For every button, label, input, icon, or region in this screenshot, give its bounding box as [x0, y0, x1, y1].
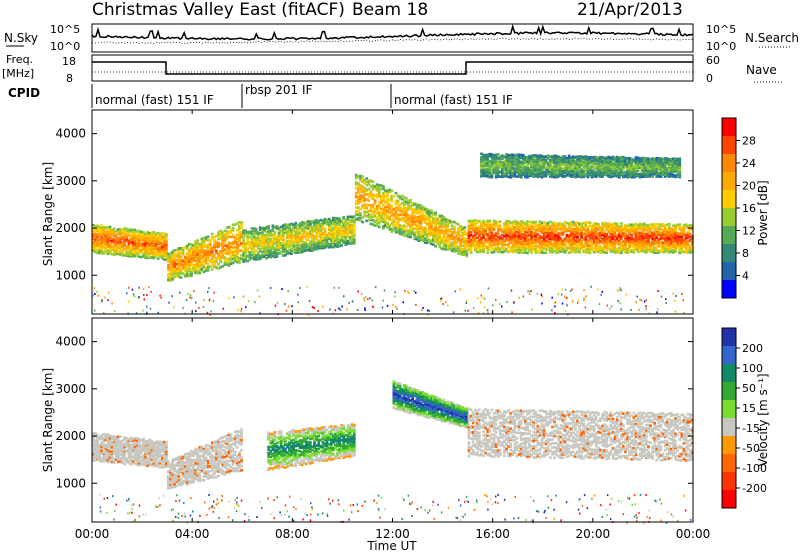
range-tick-label: 1000 [55, 476, 86, 490]
colorbar-swatch [722, 118, 736, 137]
time-tick-label: 16:00 [475, 527, 510, 541]
nsky-tick-top: 10^5 [50, 23, 80, 36]
nsearch-tick-bottom: 10^0 [706, 40, 736, 53]
time-axis-label: Time UT [366, 539, 417, 553]
velocity-colorbar: 200 100 50 15 -15 -50 -100 -200 [721, 327, 767, 509]
power-data [92, 152, 694, 316]
freq-tick-top: 18 [62, 55, 76, 68]
time-tick-label: 12:00 [375, 527, 410, 541]
colorbar-swatch [722, 436, 736, 455]
nsky-label: N.Sky [4, 31, 38, 45]
colorbar-swatch [722, 190, 736, 209]
colorbar-swatch [722, 154, 736, 173]
colorbar-tick-label: 28 [742, 135, 756, 148]
station-title: Christmas Valley East (fitACF) [92, 0, 345, 20]
colorbar-swatch [722, 346, 736, 365]
colorbar-swatch [722, 454, 736, 473]
colorbar-tick-label: 50 [742, 382, 756, 395]
freq-label: Freq. [6, 53, 33, 66]
nsearch-trace [91, 37, 694, 44]
cpid-segment-1: normal (fast) 151 IF [95, 93, 214, 107]
colorbar-tick-label: 200 [742, 342, 763, 355]
nsky-panel: N.Sky 10^5 10^0 10^5 10^0 N.Search [4, 23, 799, 53]
colorbar-swatch [722, 328, 736, 347]
power-colorbar-label: Power [dB] [756, 180, 770, 245]
colorbar-swatch [722, 208, 736, 227]
nsky-tick-bottom: 10^0 [50, 40, 80, 53]
colorbar-tick-label: 24 [742, 157, 756, 170]
nsearch-label: N.Search [745, 31, 799, 45]
colorbar-tick-label: -15 [742, 422, 760, 435]
freq-trace [92, 61, 693, 75]
range-tick-label: 2000 [55, 221, 86, 235]
velocity-ylabel: Slant Range [km] [41, 368, 55, 472]
colorbar-tick-label: -200 [742, 482, 767, 495]
colorbar-swatch [722, 262, 736, 281]
colorbar-swatch [722, 472, 736, 491]
colorbar-tick-label: 20 [742, 180, 756, 193]
time-tick-label: 08:00 [275, 527, 310, 541]
time-tick-label: 00:00 [676, 527, 711, 541]
date-label: 21/Apr/2013 [577, 0, 683, 20]
velocity-panel: 1000 2000 3000 4000 Slant Range [km] [41, 317, 694, 524]
range-tick-label: 3000 [55, 174, 86, 188]
cpid-segment-2: rbsp 201 IF [245, 83, 312, 97]
range-tick-label: 4000 [55, 127, 86, 141]
colorbar-swatch [722, 244, 736, 263]
colorbar-tick-label: 16 [742, 202, 756, 215]
range-tick-label: 4000 [55, 335, 86, 349]
colorbar-tick-label: 100 [742, 362, 763, 375]
colorbar-tick-label: 8 [742, 247, 749, 260]
time-tick-label: 04:00 [175, 527, 210, 541]
cpid-label: CPID [8, 86, 40, 100]
power-ylabel: Slant Range [km] [41, 162, 55, 266]
nave-label: Nave [746, 63, 777, 77]
colorbar-swatch [722, 490, 736, 509]
colorbar-swatch [722, 364, 736, 383]
beam-label: Beam 18 [352, 0, 428, 20]
colorbar-tick-label: 12 [742, 225, 756, 238]
time-tick-label: 20:00 [576, 527, 611, 541]
colorbar-tick-label: -100 [742, 462, 767, 475]
colorbar-tick-label: 15 [742, 402, 756, 415]
colorbar-swatch [722, 280, 736, 299]
nsearch-tick-top: 10^5 [706, 23, 736, 36]
colorbar-swatch [722, 136, 736, 155]
cpid-segment-3: normal (fast) 151 IF [394, 93, 513, 107]
nave-tick-top: 60 [706, 54, 720, 67]
freq-tick-bottom: 8 [66, 72, 73, 85]
colorbar-tick-label: -50 [742, 442, 760, 455]
colorbar-swatch [722, 382, 736, 401]
range-tick-label: 3000 [55, 382, 86, 396]
colorbar-swatch [722, 400, 736, 419]
range-tick-label: 2000 [55, 429, 86, 443]
colorbar-tick-label: 4 [742, 270, 749, 283]
time-tick-label: 00:00 [75, 527, 110, 541]
freq-panel: Freq. [MHz] 18 8 60 0 Nave [2, 53, 782, 85]
power-panel: 1000 2000 3000 4000 Slant Range [km] [41, 109, 694, 316]
colorbar-swatch [722, 226, 736, 245]
range-tick-label: 1000 [55, 268, 86, 282]
velocity-data [92, 380, 694, 524]
cpid-panel: CPID normal (fast) 151 IF rbsp 201 IF no… [8, 83, 513, 108]
velocity-colorbar-label: Velocity [m s⁻¹] [756, 373, 770, 466]
nsky-trace [91, 23, 694, 41]
freq-unit: [MHz] [2, 67, 34, 80]
power-colorbar: 28 24 20 16 12 8 4 [721, 117, 756, 299]
time-axis: 00:00 04:00 08:00 12:00 16:00 20:00 00:00 [75, 110, 711, 541]
nave-tick-bottom: 0 [706, 72, 713, 85]
colorbar-swatch [722, 418, 736, 437]
colorbar-swatch [722, 172, 736, 191]
